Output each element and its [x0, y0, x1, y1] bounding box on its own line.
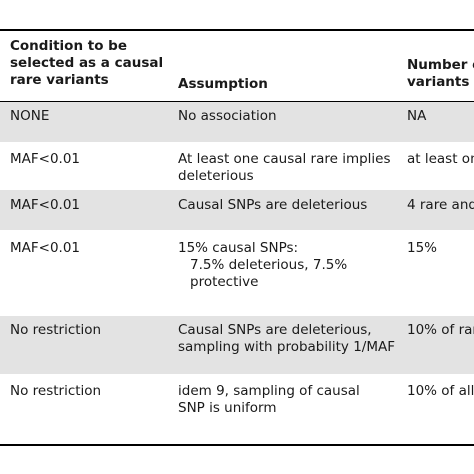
- row-condition: NONE: [10, 108, 50, 124]
- row-number: NA: [407, 108, 427, 124]
- header-condition: Condition to be selected as a causal rar…: [10, 38, 164, 88]
- row-condition: No restriction: [10, 383, 102, 399]
- header-number: Number o variants: [407, 57, 474, 90]
- row-condition: No restriction: [10, 322, 102, 338]
- row-number: 10% of rar: [407, 322, 474, 338]
- row-number: 15%: [407, 240, 438, 256]
- row-assumption: idem 9, sampling of causal SNP is unifor…: [178, 383, 360, 416]
- row-condition: MAF<0.01: [10, 151, 81, 167]
- row-number: 4 rare and: [407, 197, 474, 213]
- header-assumption: Assumption: [178, 76, 268, 92]
- header-rule: [0, 101, 474, 102]
- row-assumption: At least one causal rare implies deleter…: [178, 151, 391, 184]
- table-row: MAF<0.01 Causal SNPs are deleterious 4 r…: [0, 190, 474, 230]
- row-number: 10% of all: [407, 383, 474, 399]
- table-row: No restriction idem 9, sampling of causa…: [0, 374, 474, 444]
- row-assumption: Causal SNPs are deleterious: [178, 197, 368, 213]
- row-assumption: Causal SNPs are deleterious, sampling wi…: [178, 322, 395, 355]
- row-condition: MAF<0.01: [10, 197, 81, 213]
- bottom-rule: [0, 444, 474, 446]
- row-assumption: 15% causal SNPs: 7.5% deleterious, 7.5% …: [178, 240, 348, 290]
- row-condition: MAF<0.01: [10, 240, 81, 256]
- table-row: NONE No association NA: [0, 102, 474, 142]
- row-number: at least on: [407, 151, 474, 167]
- table-row: MAF<0.01 15% causal SNPs: 7.5% deleterio…: [0, 230, 474, 316]
- top-rule: [0, 29, 474, 31]
- table-row: No restriction Causal SNPs are deleterio…: [0, 316, 474, 374]
- row-assumption: No association: [178, 108, 277, 124]
- table-row: MAF<0.01 At least one causal rare implie…: [0, 142, 474, 190]
- table-header: Condition to be selected as a causal rar…: [0, 38, 474, 100]
